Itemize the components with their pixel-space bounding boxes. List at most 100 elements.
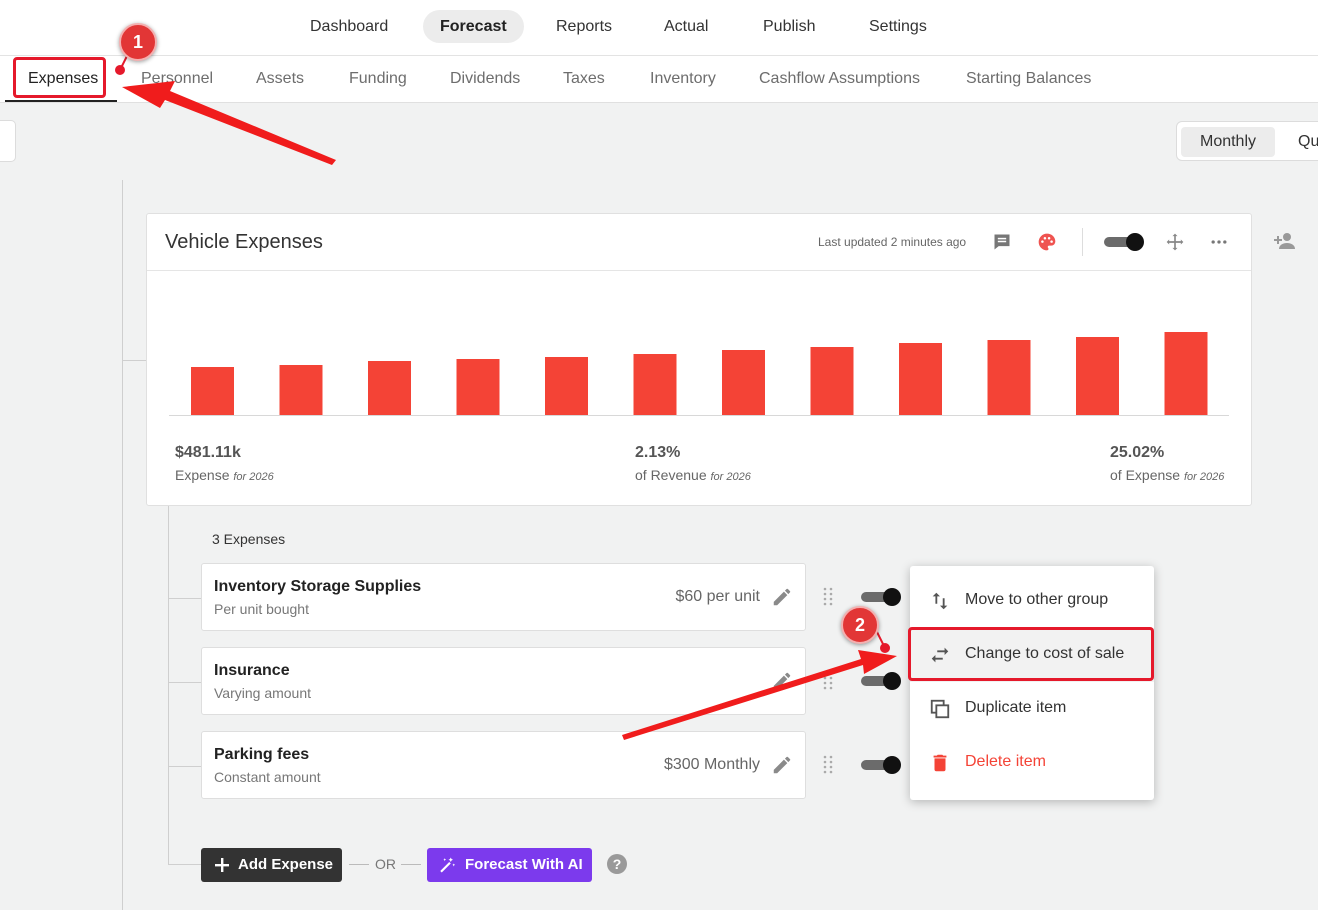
more-options-icon[interactable]	[1209, 232, 1229, 252]
add-expense-label: Add Expense	[238, 856, 334, 873]
edit-pencil-icon[interactable]	[771, 754, 793, 776]
toggle-knob	[883, 588, 901, 606]
left-panel-stub[interactable]	[0, 120, 16, 162]
expenses-count: 3 Expenses	[212, 531, 286, 547]
plus-icon	[215, 858, 229, 872]
tree-line	[168, 864, 202, 865]
card-title: Vehicle Expenses	[165, 231, 323, 253]
edit-pencil-icon[interactable]	[771, 670, 793, 692]
tab-dividends[interactable]: Dividends	[450, 70, 521, 87]
tree-line	[168, 598, 202, 599]
tree-line	[168, 766, 202, 767]
chart-bar	[987, 340, 1031, 415]
tab-personnel[interactable]: Personnel	[141, 70, 214, 87]
forecast-ai-label: Forecast With AI	[465, 856, 583, 873]
expense-name: Parking fees	[214, 746, 310, 763]
nav-publish[interactable]: Publish	[763, 18, 816, 35]
toggle-knob	[883, 756, 901, 774]
nav-actual[interactable]: Actual	[664, 18, 709, 35]
context-menu: Move to other group Change to cost of sa…	[910, 566, 1154, 800]
menu-move-to-other-group[interactable]: Move to other group	[910, 574, 1154, 628]
group-toggle[interactable]	[1104, 233, 1144, 251]
add-person-icon[interactable]	[1273, 231, 1297, 251]
stat-label: of Expense for 2026	[1110, 467, 1225, 483]
chart-bar	[545, 357, 588, 415]
chart-bar	[279, 365, 323, 415]
edit-pencil-icon[interactable]	[771, 586, 793, 608]
chart-bar	[810, 347, 854, 415]
nav-forecast[interactable]: Forecast	[423, 10, 524, 43]
stat-value: 25.02%	[1110, 444, 1165, 461]
nav-settings[interactable]: Settings	[869, 18, 927, 35]
stat-label: of Revenue for 2026	[635, 467, 751, 483]
menu-item-label: Move to other group	[965, 591, 1109, 608]
swap-vertical-icon	[932, 592, 948, 610]
swap-horizontal-icon	[931, 647, 949, 663]
nav-reports[interactable]: Reports	[556, 18, 613, 35]
menu-item-label: Duplicate item	[965, 699, 1067, 716]
expense-group-card: Vehicle Expenses Last updated 2 minutes …	[146, 213, 1252, 506]
stat-value: 2.13%	[635, 444, 681, 461]
trash-icon	[933, 754, 947, 772]
expense-type: Per unit bought	[214, 601, 309, 617]
expense-row[interactable]: Inventory Storage Supplies Per unit boug…	[201, 563, 806, 631]
chart-bar	[191, 367, 234, 415]
expense-name: Insurance	[214, 662, 290, 679]
expense-row[interactable]: Parking fees Constant amount $300 Monthl…	[201, 731, 806, 799]
expense-amount: $300 Monthly	[663, 756, 760, 773]
top-nav: Dashboard Forecast Reports Actual Publis…	[0, 0, 1318, 56]
tab-assets[interactable]: Assets	[256, 70, 305, 87]
palette-icon[interactable]	[1037, 232, 1057, 252]
annotation-badge-2: 2	[841, 606, 879, 644]
or-divider	[401, 864, 421, 865]
expense-name: Inventory Storage Supplies	[214, 578, 422, 595]
tab-taxes[interactable]: Taxes	[563, 70, 605, 87]
drag-handle-icon[interactable]	[823, 586, 833, 608]
expense-type: Varying amount	[214, 685, 312, 701]
forecast-with-ai-button[interactable]: Forecast With AI	[427, 848, 592, 882]
duplicate-icon	[930, 699, 950, 719]
chart-bar	[633, 354, 677, 415]
or-text: OR	[375, 856, 396, 872]
menu-delete-item[interactable]: Delete item	[910, 736, 1154, 790]
expense-row[interactable]: Insurance Varying amount	[201, 647, 806, 715]
drag-handle-icon[interactable]	[823, 670, 833, 692]
period-monthly-button[interactable]: Monthly	[1181, 127, 1275, 157]
tab-cashflow-assumptions[interactable]: Cashflow Assumptions	[759, 70, 920, 87]
tab-funding[interactable]: Funding	[349, 70, 407, 87]
card-header: Vehicle Expenses Last updated 2 minutes …	[147, 214, 1251, 271]
header-divider	[1082, 228, 1083, 256]
tab-starting-balances[interactable]: Starting Balances	[966, 70, 1092, 87]
toggle-knob	[883, 672, 901, 690]
expense-toggle[interactable]	[861, 672, 901, 690]
help-icon[interactable]: ?	[607, 854, 627, 874]
tree-line	[168, 505, 169, 865]
menu-item-label: Change to cost of sale	[965, 645, 1125, 662]
add-expense-button[interactable]: Add Expense	[201, 848, 342, 882]
tree-line	[168, 682, 202, 683]
expense-toggle[interactable]	[861, 588, 901, 606]
expense-bar-chart	[169, 332, 1229, 416]
period-quarterly-button[interactable]: Qu	[1298, 133, 1318, 150]
comment-icon[interactable]	[992, 232, 1012, 252]
expense-toggle[interactable]	[861, 756, 901, 774]
tab-inventory[interactable]: Inventory	[650, 70, 716, 87]
stat-value: $481.11k	[175, 444, 241, 461]
nav-dashboard[interactable]: Dashboard	[310, 18, 389, 35]
menu-duplicate-item[interactable]: Duplicate item	[910, 682, 1154, 736]
annotation-box-change-to-cost-of-sale	[908, 627, 1154, 681]
stat-label: Expense for 2026	[175, 467, 274, 483]
tree-line	[122, 360, 146, 361]
magic-wand-icon	[440, 857, 456, 873]
tab-expenses[interactable]: Expenses	[28, 70, 99, 87]
expense-type: Constant amount	[214, 769, 321, 785]
drag-handle-icon[interactable]	[823, 754, 833, 776]
move-icon[interactable]	[1165, 232, 1185, 252]
chart-bar	[1076, 337, 1119, 415]
chart-bar	[722, 350, 765, 415]
stat-expense: $481.11k Expense for 2026	[175, 444, 274, 483]
menu-item-label: Delete item	[965, 753, 1046, 770]
chart-bar	[899, 343, 942, 415]
menu-change-to-cost-of-sale[interactable]: Change to cost of sale	[910, 628, 1154, 682]
stat-of-revenue: 2.13% of Revenue for 2026	[635, 444, 751, 483]
